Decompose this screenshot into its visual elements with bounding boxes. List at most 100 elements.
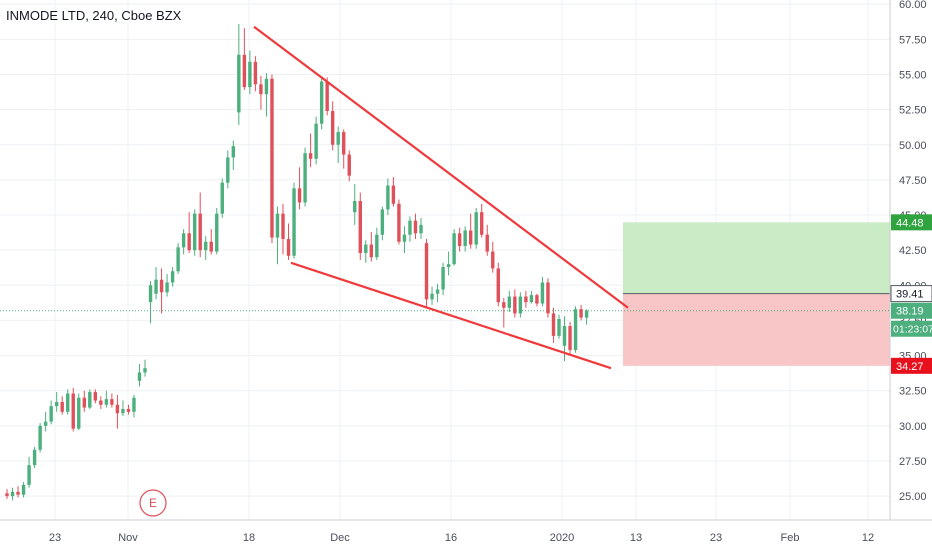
target-price-label: 44.48 bbox=[896, 217, 924, 229]
price-axis-tick-label: 27.50 bbox=[899, 456, 927, 468]
candle-body bbox=[430, 293, 434, 300]
candle-body bbox=[270, 78, 274, 238]
price-axis-tick-label: 42.50 bbox=[899, 245, 927, 257]
current-price-label-bg bbox=[891, 302, 932, 319]
countdown-bg bbox=[891, 320, 932, 337]
candle-body bbox=[154, 279, 158, 294]
time-axis-tick-label: 13 bbox=[630, 532, 642, 544]
candle-body bbox=[573, 309, 578, 350]
stop-price-label: 34.27 bbox=[896, 361, 924, 373]
candle-body bbox=[502, 302, 506, 308]
candle-body bbox=[215, 213, 219, 252]
candle-body bbox=[38, 425, 42, 450]
candle-body bbox=[330, 111, 335, 145]
candle-body bbox=[77, 397, 81, 429]
candle-body bbox=[303, 153, 307, 203]
candle-body bbox=[88, 392, 92, 408]
candle-body bbox=[292, 188, 296, 256]
candle-body bbox=[319, 81, 324, 124]
candle-body bbox=[126, 408, 131, 412]
candle-body bbox=[391, 185, 396, 204]
time-axis-tick-label: Dec bbox=[330, 532, 350, 544]
candle-body bbox=[446, 264, 451, 268]
earnings-label: E bbox=[149, 496, 157, 510]
candle-body bbox=[165, 282, 169, 293]
candle-body bbox=[148, 285, 153, 303]
candle-body bbox=[159, 279, 164, 293]
earnings-marker[interactable]: E bbox=[139, 489, 167, 517]
price-axis[interactable]: 25.0027.5030.0032.5035.0037.5040.0042.50… bbox=[899, 0, 927, 503]
position-zones bbox=[0, 222, 890, 366]
candle-body bbox=[314, 123, 318, 159]
candle-body bbox=[551, 313, 556, 336]
target-price-label-bg bbox=[891, 214, 932, 231]
candle-body bbox=[132, 397, 136, 412]
price-axis-tick-label: 52.50 bbox=[899, 105, 927, 117]
price-axis-bg bbox=[890, 0, 932, 550]
candle-body bbox=[137, 372, 142, 381]
candle-body bbox=[375, 234, 379, 258]
candle-body bbox=[220, 182, 224, 214]
candle-body bbox=[93, 392, 98, 401]
candle-body bbox=[10, 491, 15, 497]
candle-body bbox=[347, 154, 351, 176]
candle-body bbox=[524, 296, 528, 303]
candle-body bbox=[419, 224, 423, 234]
candle-body bbox=[248, 61, 252, 88]
candle-body bbox=[457, 233, 462, 246]
candle-body bbox=[297, 188, 302, 203]
candle-body bbox=[518, 296, 523, 314]
time-axis[interactable]: 23 Nov 18 Dec 16 2020 13 23 Feb 12 bbox=[49, 532, 874, 544]
candle-body bbox=[32, 449, 37, 466]
time-axis-tick-label: Nov bbox=[118, 532, 138, 544]
candle-body bbox=[408, 220, 412, 235]
candle-body bbox=[562, 326, 567, 346]
candle-body bbox=[546, 282, 550, 314]
candle-body bbox=[60, 401, 64, 412]
countdown-label: 01:23:07 bbox=[893, 324, 932, 336]
candle-body bbox=[513, 296, 517, 314]
candle-body bbox=[325, 81, 329, 112]
candle-body bbox=[170, 271, 175, 283]
price-axis-tick-label: 55.00 bbox=[899, 69, 927, 81]
price-axis-tick-label: 47.50 bbox=[899, 175, 927, 187]
candle-body bbox=[281, 213, 285, 239]
candle-body bbox=[358, 200, 362, 253]
candle-body bbox=[468, 230, 473, 245]
candle-body bbox=[264, 78, 269, 95]
stop-price-label-bg bbox=[891, 357, 932, 374]
support-trendline[interactable] bbox=[290, 261, 612, 370]
candle-body bbox=[237, 54, 241, 113]
trendlines[interactable] bbox=[253, 25, 629, 370]
candle-body bbox=[286, 238, 291, 256]
candle-body bbox=[579, 309, 583, 318]
candle-body bbox=[71, 393, 75, 429]
candle-body bbox=[424, 243, 429, 300]
candle-body bbox=[529, 295, 534, 303]
candle-body bbox=[43, 421, 48, 426]
price-axis-tick-label: 60.00 bbox=[899, 0, 927, 11]
time-axis-tick-label: 12 bbox=[862, 532, 874, 544]
candle-body bbox=[463, 230, 467, 246]
candle-body bbox=[259, 84, 263, 95]
candle-body bbox=[21, 484, 26, 495]
time-axis-tick-label: Feb bbox=[781, 532, 800, 544]
time-axis-bg bbox=[0, 520, 932, 550]
candle-body bbox=[557, 319, 561, 336]
grid bbox=[0, 0, 890, 520]
candle-body bbox=[369, 244, 374, 258]
resistance-trendline[interactable] bbox=[253, 25, 629, 309]
time-axis-tick-label: 18 bbox=[243, 532, 255, 544]
candle-body bbox=[441, 267, 445, 290]
time-axis-tick-label: 2020 bbox=[550, 532, 574, 544]
earnings-icon[interactable] bbox=[139, 489, 167, 517]
candle-body bbox=[452, 233, 456, 265]
candle-body bbox=[209, 241, 213, 252]
candle-body bbox=[435, 289, 440, 294]
candle-body bbox=[253, 61, 258, 85]
candle-body bbox=[413, 220, 418, 234]
time-axis-tick-label: 23 bbox=[710, 532, 722, 544]
candle-body bbox=[496, 268, 500, 303]
